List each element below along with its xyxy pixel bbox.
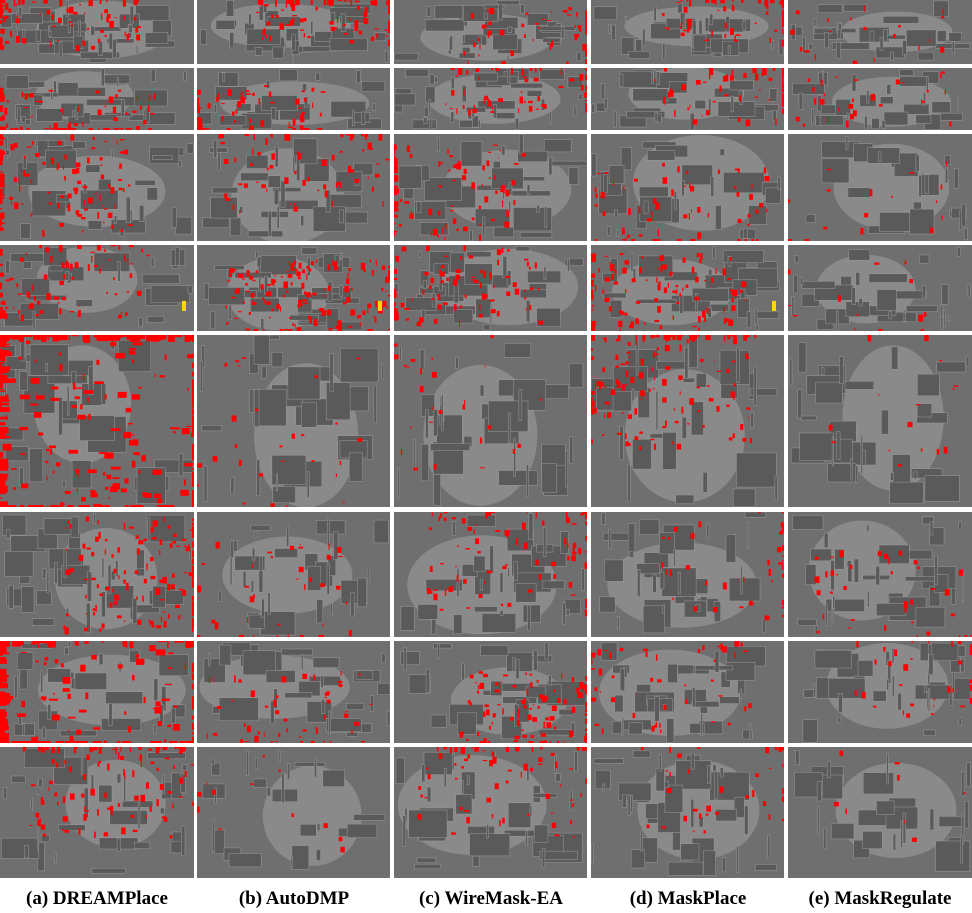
placement-tile [197, 747, 390, 878]
placement-drawing [0, 641, 194, 743]
placement-tile [788, 335, 972, 507]
placement-drawing [197, 245, 390, 331]
placement-drawing [197, 68, 390, 130]
placement-drawing [394, 335, 587, 507]
placement-tile [591, 335, 784, 507]
placement-tile [788, 512, 972, 637]
placement-tile [394, 335, 587, 507]
placement-tile [591, 641, 784, 743]
placement-tile [0, 0, 194, 64]
placement-tile [394, 512, 587, 637]
placement-drawing [788, 641, 972, 743]
caption-dreamplace: (a) DREAMPlace [26, 888, 168, 909]
placement-drawing [394, 68, 587, 130]
placement-drawing [0, 134, 194, 241]
placement-drawing [197, 512, 390, 637]
placement-tile [591, 68, 784, 130]
placement-drawing [0, 335, 194, 507]
placement-drawing [788, 747, 972, 878]
placement-drawing [394, 0, 587, 64]
placement-drawing [197, 747, 390, 878]
placement-drawing [788, 512, 972, 637]
placement-tile [0, 134, 194, 241]
placement-tile [591, 134, 784, 241]
placement-drawing [591, 134, 784, 241]
placement-tile [394, 747, 587, 878]
placement-tile [0, 68, 194, 130]
placement-drawing [591, 68, 784, 130]
placement-drawing [197, 134, 390, 241]
placement-drawing [0, 68, 194, 130]
placement-tile [0, 512, 194, 637]
placement-drawing [591, 0, 784, 64]
placement-tile [394, 134, 587, 241]
placement-tile [0, 335, 194, 507]
placement-drawing [0, 0, 194, 64]
placement-drawing [197, 0, 390, 64]
placement-tile [591, 0, 784, 64]
placement-tile [197, 0, 390, 64]
placement-tile [0, 747, 194, 878]
placement-tile [788, 0, 972, 64]
caption-maskregulate: (e) MaskRegulate [808, 888, 952, 909]
caption-maskplace: (d) MaskPlace [629, 888, 747, 909]
placement-tile [788, 245, 972, 331]
placement-drawing [394, 134, 587, 241]
placement-drawing [197, 335, 390, 507]
placement-drawing [394, 512, 587, 637]
placement-drawing [394, 245, 587, 331]
placement-tile [788, 68, 972, 130]
placement-drawing [591, 641, 784, 743]
placement-drawing [591, 747, 784, 878]
placement-drawing [788, 68, 972, 130]
placement-tile [197, 641, 390, 743]
caption-autodmp: (b) AutoDMP [238, 888, 350, 909]
placement-tile [394, 68, 587, 130]
placement-drawing [788, 245, 972, 331]
placement-tile [591, 512, 784, 637]
placement-drawing [788, 0, 972, 64]
placement-tile [591, 245, 784, 331]
placement-tile [788, 641, 972, 743]
placement-tile [394, 641, 587, 743]
placement-drawing [788, 134, 972, 241]
placement-tile [0, 245, 194, 331]
placement-drawing [591, 245, 784, 331]
placement-tile [394, 245, 587, 331]
placement-tile [197, 335, 390, 507]
placement-drawing [591, 512, 784, 637]
placement-tile [788, 134, 972, 241]
placement-drawing [591, 335, 784, 507]
placement-drawing [788, 335, 972, 507]
caption-wiremask-ea: (c) WireMask-EA [418, 888, 564, 909]
placement-tile [591, 747, 784, 878]
placement-drawing [197, 641, 390, 743]
placement-drawing [394, 747, 587, 878]
placement-tile [394, 0, 587, 64]
placement-tile [788, 747, 972, 878]
placement-tile [197, 245, 390, 331]
placement-tile [197, 68, 390, 130]
placement-drawing [0, 245, 194, 331]
placement-drawing [0, 747, 194, 878]
placement-tile [0, 641, 194, 743]
placement-drawing [0, 512, 194, 637]
placement-tile [197, 512, 390, 637]
placement-drawing [394, 641, 587, 743]
placement-tile [197, 134, 390, 241]
